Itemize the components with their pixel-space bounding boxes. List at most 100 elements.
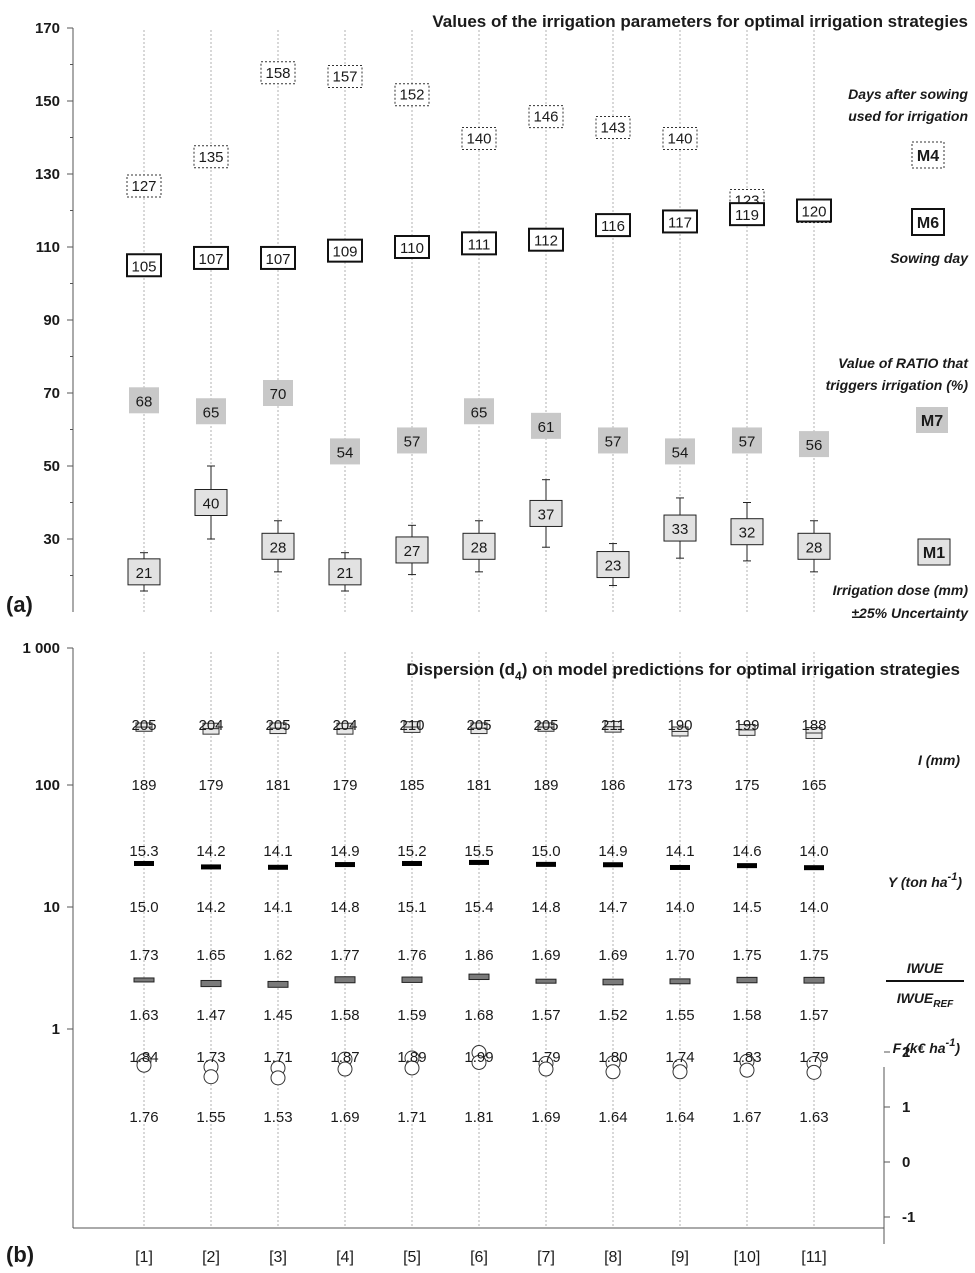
f-lower-label: 1.67	[732, 1109, 761, 1126]
m6-marker	[729, 202, 765, 227]
iwue-upper-label: 1.76	[397, 947, 426, 964]
f-lower-marker	[136, 1057, 152, 1073]
m6-marker	[595, 213, 631, 238]
f-lower-marker	[404, 1060, 420, 1076]
i-interval-lower	[135, 726, 153, 732]
m6-marker	[193, 245, 229, 270]
iwue-interval	[267, 980, 289, 988]
m4-marker	[193, 145, 229, 169]
y-upper-label: 14.9	[598, 843, 627, 860]
m6-value-label: 112	[534, 233, 558, 250]
iwue-numerator: IWUE	[907, 960, 944, 976]
i-upper-label: 204	[332, 717, 357, 734]
i-upper-label: 205	[533, 717, 558, 734]
y-interval	[737, 863, 757, 869]
chart-title-b: Dispersion (d4) on model predictions for…	[406, 660, 960, 683]
y-tick-label-b-right: -1	[902, 1209, 915, 1226]
m1-value-label: 28	[806, 539, 823, 556]
f-lower-label: 1.63	[799, 1109, 828, 1126]
m4-marker	[595, 116, 631, 140]
f-lower-marker	[672, 1064, 688, 1080]
m7-marker	[464, 398, 494, 425]
m6-marker	[126, 253, 162, 278]
iwue-interval	[468, 973, 490, 981]
y-tick-label-b-right: 1	[902, 1099, 910, 1116]
iwue-upper-label: 1.69	[531, 947, 560, 964]
m6-value-label: 120	[801, 204, 826, 221]
f-upper-label: 1.84	[129, 1049, 158, 1066]
m7-marker	[330, 438, 360, 465]
i-interval-lower	[604, 726, 622, 733]
f-lower-label: 1.81	[464, 1109, 493, 1126]
y-tick-label-b-right: 2	[902, 1044, 910, 1061]
x-tick-label: [3]	[269, 1249, 287, 1266]
f-lower-label: 1.53	[263, 1109, 292, 1126]
f-upper-label: 1.79	[799, 1049, 828, 1066]
m1-marker	[194, 489, 228, 516]
i-upper-label: 190	[667, 717, 692, 734]
y-lower-label: 14.8	[531, 899, 560, 916]
m1-marker	[462, 532, 496, 560]
m1-marker	[529, 499, 563, 527]
iwue-interval	[334, 976, 356, 984]
y-tick-label-a: 70	[43, 385, 60, 402]
x-tick-label: [1]	[135, 1249, 153, 1266]
series-label-m4: used for irrigation	[848, 108, 968, 124]
m4-marker	[528, 105, 564, 129]
i-lower-label: 186	[600, 777, 625, 794]
x-tick-label: [7]	[537, 1249, 555, 1266]
m1-value-label: 21	[337, 565, 354, 582]
i-interval-lower	[537, 726, 555, 732]
m6-value-label: 105	[131, 258, 156, 275]
i-interval-lower	[671, 730, 689, 737]
iwue-lower-label: 1.57	[531, 1007, 560, 1024]
y-lower-label: 15.0	[129, 899, 158, 916]
m6-marker	[528, 227, 564, 252]
y-tick-label-b: 100	[35, 777, 60, 794]
i-lower-label: 181	[265, 777, 290, 794]
y-interval	[402, 860, 422, 866]
iwue-upper-label: 1.75	[799, 947, 828, 964]
m7-marker	[129, 387, 159, 414]
series-label-m1: ±25% Uncertainty	[851, 605, 969, 621]
series-label-m7: triggers irrigation (%)	[826, 377, 969, 393]
f-lower-marker	[538, 1061, 554, 1077]
f-lower-marker	[739, 1062, 755, 1078]
y-tick-label-a: 170	[35, 20, 60, 37]
m7-value-label: 65	[203, 404, 220, 421]
m4-marker	[327, 64, 363, 88]
m4-marker	[126, 174, 162, 198]
m7-marker	[263, 380, 293, 406]
y-tick-label-a: 50	[43, 458, 60, 475]
f-upper-label: 1.74	[665, 1049, 694, 1066]
m1-marker	[596, 551, 630, 579]
iwue-upper-label: 1.73	[129, 947, 158, 964]
m6-marker	[662, 209, 698, 234]
i-lower-label: 179	[332, 777, 357, 794]
m7-marker	[665, 438, 695, 465]
m1-marker	[395, 536, 429, 564]
legend-box-m1	[917, 538, 951, 566]
m7-marker	[196, 398, 226, 425]
iwue-lower-label: 1.55	[665, 1007, 694, 1024]
iwue-upper-label: 1.77	[330, 947, 359, 964]
y-lower-label: 14.8	[330, 899, 359, 916]
y-tick-label-a: 110	[36, 239, 60, 256]
series-label-F: F (k€ ha-1)	[893, 1037, 961, 1056]
i-upper-label: 211	[601, 717, 625, 734]
m4-value-label: 135	[198, 149, 223, 166]
panel-label-a: (a)	[6, 592, 33, 617]
y-lower-label: 14.1	[263, 899, 292, 916]
m4-marker	[662, 127, 698, 150]
iwue-lower-label: 1.47	[196, 1007, 225, 1024]
i-interval-lower	[336, 728, 354, 735]
i-upper-label: 205	[265, 717, 290, 734]
iwue-lower-label: 1.52	[598, 1007, 627, 1024]
iwue-interval	[200, 979, 222, 988]
m6-value-label: 117	[668, 214, 692, 231]
iwue-upper-label: 1.70	[665, 947, 694, 964]
iwue-upper-label: 1.86	[464, 947, 493, 964]
iwue-interval	[669, 978, 691, 985]
m7-marker	[531, 412, 561, 439]
